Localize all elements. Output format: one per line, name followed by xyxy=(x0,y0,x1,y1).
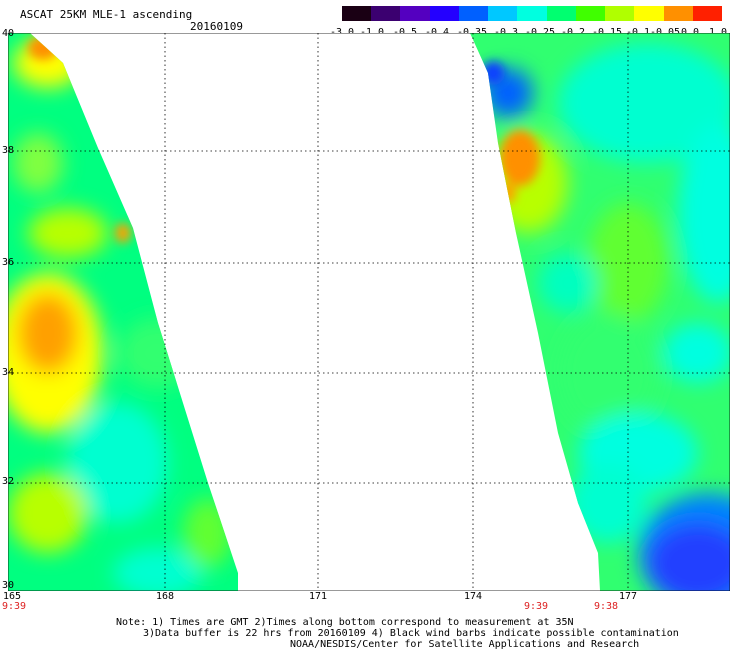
colorbar-label: -0.05 xyxy=(650,27,680,38)
colorbar-label: -0.5 xyxy=(393,27,417,38)
colorbar-swatch xyxy=(663,6,693,21)
colorbar-label: -0.3 xyxy=(494,27,518,38)
swath-time-label: 9:39 xyxy=(1,601,27,612)
colorbar-swatch xyxy=(517,6,547,21)
right-swath xyxy=(470,33,730,591)
longitude-label: 171 xyxy=(308,591,328,602)
color-scale-bar xyxy=(342,6,723,21)
colorbar-swatch xyxy=(575,6,606,21)
longitude-label: 168 xyxy=(155,591,175,602)
footnote-line-2: 3)Data buffer is 22 hrs from 20160109 4)… xyxy=(143,628,679,639)
longitude-label: 165 xyxy=(2,591,22,602)
colorbar-swatch xyxy=(342,6,372,21)
colorbar-label: 0.0 xyxy=(681,27,699,38)
longitude-label: 177 xyxy=(618,591,638,602)
colorbar-swatch xyxy=(634,6,664,21)
colorbar-swatch xyxy=(546,6,576,21)
colorbar-swatch xyxy=(400,6,430,21)
latitude-label: 34 xyxy=(2,367,15,378)
colorbar-label: -0.4 xyxy=(425,27,449,38)
colorbar-swatch xyxy=(458,6,489,21)
footnote-credit: NOAA/NESDIS/Center for Satellite Applica… xyxy=(290,639,640,650)
colorbar-label: -0.15 xyxy=(592,27,622,38)
map-title: ASCAT 25KM MLE-1 ascending xyxy=(20,8,193,21)
colorbar-swatch xyxy=(692,6,723,21)
colorbar-label: -0.2 xyxy=(561,27,585,38)
map-date: 20160109 xyxy=(190,20,243,33)
latitude-label: 32 xyxy=(2,476,15,487)
longitude-label: 174 xyxy=(463,591,483,602)
colorbar-label: 1.0 xyxy=(709,27,727,38)
wind-data-map xyxy=(8,33,730,591)
swath-time-label: 9:38 xyxy=(593,601,619,612)
colorbar-label: -0.35 xyxy=(457,27,487,38)
colorbar-label: -0.25 xyxy=(525,27,555,38)
colorbar-label: -0.1 xyxy=(626,27,650,38)
latitude-label: 38 xyxy=(2,145,15,156)
colorbar-label: -1.0 xyxy=(360,27,384,38)
latitude-label: 30 xyxy=(2,580,15,591)
colorbar-swatch xyxy=(488,6,518,21)
colorbar-swatch xyxy=(429,6,459,21)
latitude-label: 40 xyxy=(2,28,15,39)
left-swath xyxy=(8,33,238,591)
map-gridlines xyxy=(8,33,730,591)
latitude-label: 36 xyxy=(2,257,15,268)
colorbar-swatch xyxy=(371,6,401,21)
swath-time-label: 9:39 xyxy=(523,601,549,612)
colorbar-label: -3.0 xyxy=(330,27,354,38)
colorbar-swatch xyxy=(605,6,635,21)
footnote-line-1: Note: 1) Times are GMT 2)Times along bot… xyxy=(116,617,574,628)
